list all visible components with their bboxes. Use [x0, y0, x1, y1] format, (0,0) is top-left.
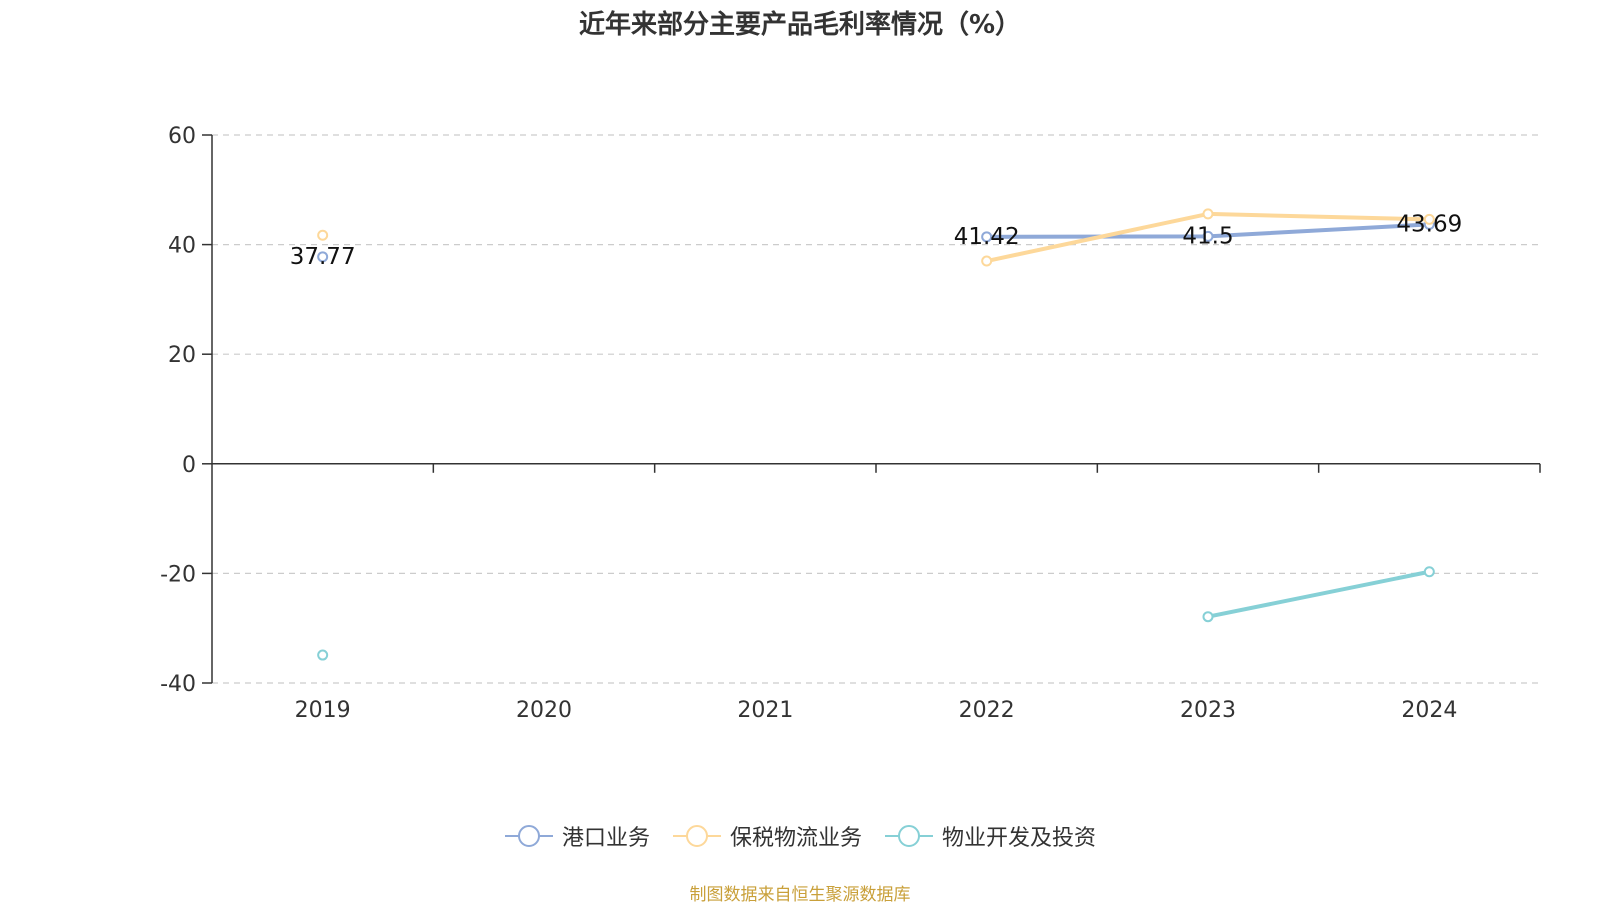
- series-lines: [317, 208, 1435, 661]
- data-label: 41.42: [954, 224, 1020, 250]
- y-tick-label: 0: [182, 453, 196, 478]
- data-point: [1202, 208, 1214, 220]
- x-tick-label: 2022: [959, 698, 1015, 723]
- data-point: [317, 229, 329, 241]
- data-point: [1423, 213, 1435, 225]
- axes: 60 40 20 0 -20 -40 2019 2020 2021 2022 2023 2024: [160, 124, 1541, 723]
- x-tick-label: 2020: [516, 698, 572, 723]
- data-point: [317, 649, 329, 661]
- data-point: [1202, 611, 1214, 623]
- x-tick-label: 2024: [1401, 698, 1457, 723]
- legend-marker-icon: [885, 825, 933, 847]
- data-point: [1202, 230, 1214, 242]
- x-tick-label: 2019: [295, 698, 351, 723]
- legend-item[interactable]: 港口业务: [504, 820, 650, 852]
- chart-title: 近年来部分主要产品毛利率情况（%）: [578, 10, 1022, 40]
- legend-label: 保税物流业务: [729, 826, 862, 851]
- legend-label: 物业开发及投资: [942, 826, 1097, 851]
- x-tick-label: 2023: [1180, 698, 1236, 723]
- source-note: 制图数据来自恒生聚源数据库: [689, 885, 911, 905]
- data-labels: 37.77 41.42 41.5 43.69: [290, 211, 1463, 269]
- data-point: [1423, 566, 1435, 578]
- legend: 港口业务 保税物流业务 物业开发及投资: [0, 820, 1600, 852]
- data-point: [317, 251, 329, 263]
- x-tick-label: 2021: [737, 698, 793, 723]
- legend-item[interactable]: 保税物流业务: [672, 820, 862, 852]
- data-label: 41.5: [1182, 223, 1233, 249]
- y-tick-label: -40: [160, 672, 196, 697]
- y-tick-label: 20: [168, 343, 196, 368]
- legend-marker-icon: [672, 825, 721, 847]
- legend-marker-icon: [504, 825, 553, 847]
- y-tick-label: 60: [168, 124, 196, 149]
- grid-lines: [212, 134, 1540, 684]
- y-tick-label: -20: [160, 562, 196, 587]
- legend-label: 港口业务: [561, 826, 650, 851]
- y-tick-label: 40: [168, 234, 196, 259]
- series-line: [1206, 569, 1432, 619]
- legend-item[interactable]: 物业开发及投资: [884, 820, 1096, 852]
- data-label: 37.77: [290, 244, 356, 270]
- data-point: [981, 255, 993, 267]
- data-label: 43.69: [1396, 211, 1462, 237]
- data-point: [981, 231, 993, 243]
